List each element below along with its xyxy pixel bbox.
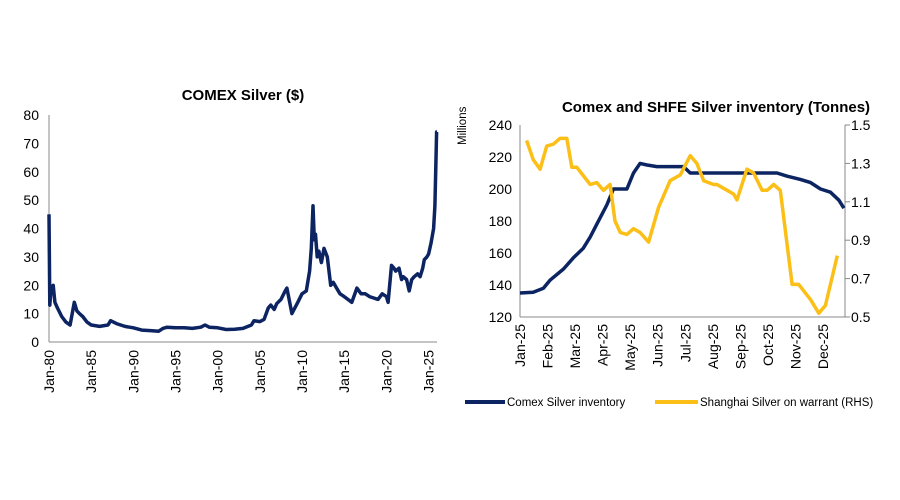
right-y-tick-label: 1.5	[851, 117, 871, 133]
shanghai-warrant-line	[524, 136, 840, 315]
x-tick-label: Jan-80	[41, 350, 57, 393]
legend-label-comex: Comex Silver inventory	[507, 397, 625, 409]
right-y-tick-label: 1.1	[851, 194, 871, 210]
right-chart-title: Comex and SHFE Silver inventory (Tonnes)	[562, 99, 870, 116]
x-tick-label: Feb-25	[540, 324, 556, 369]
x-tick-label: Sep-25	[732, 324, 748, 369]
y-tick-label: 20	[23, 277, 39, 293]
left-y-tick-label: 160	[489, 245, 513, 261]
y-tick-label: 10	[23, 306, 39, 322]
x-tick-label: May-25	[622, 324, 638, 371]
left-y-tick-label: 140	[489, 277, 513, 293]
left-y-tick-label: 240	[489, 117, 513, 133]
x-tick-label: Jan-00	[210, 350, 226, 393]
right-chart: 120 140 160 180 200 220 240 0.5 0.7 0.9 1.1 1.3 1.5 J…	[489, 117, 871, 371]
y-tick-label: 40	[23, 221, 39, 237]
silver-price-line	[47, 130, 439, 333]
x-tick-label: Jan-05	[252, 350, 268, 393]
comex-inventory-line	[519, 161, 846, 295]
legend: Comex Silver inventory Shanghai Silver o…	[465, 397, 873, 409]
x-tick-label: Jan-25	[421, 350, 437, 393]
legend-label-shanghai: Shanghai Silver on warrant (RHS)	[700, 397, 873, 409]
x-tick-label: Jan-90	[125, 350, 141, 393]
x-tick-label: Aug-25	[705, 324, 721, 369]
y-tick-label: 30	[23, 249, 39, 265]
left-chart: 0 10 20 30 40 50 60 70 80 Jan-80 Jan-85 Jan-90 Jan-9…	[23, 107, 439, 393]
y-tick-label: 80	[23, 107, 39, 123]
x-tick-label: Nov-25	[787, 324, 803, 369]
x-tick-label: Dec-25	[815, 324, 831, 369]
y-tick-label: 50	[23, 192, 39, 208]
y-tick-label: 0	[31, 334, 39, 350]
right-y-axis-label: Millions	[457, 106, 469, 145]
x-tick-label: Apr-25	[595, 324, 611, 366]
x-tick-label: Jul-25	[677, 324, 693, 362]
right-y-tick-label: 1.3	[851, 155, 871, 171]
x-tick-label: Jan-95	[168, 350, 184, 393]
x-tick-label: Mar-25	[567, 324, 583, 369]
right-y-tick-label: 0.5	[851, 309, 871, 325]
x-tick-label: Oct-25	[760, 324, 776, 366]
y-tick-label: 70	[23, 135, 39, 151]
x-tick-label: Jan-85	[83, 350, 99, 393]
x-tick-label: Jun-25	[650, 324, 666, 367]
x-tick-label: Jan-25	[512, 324, 528, 367]
x-tick-label: Jan-20	[378, 350, 394, 393]
y-tick-label: 60	[23, 164, 39, 180]
left-y-tick-label: 200	[489, 181, 513, 197]
left-y-tick-label: 180	[489, 213, 513, 229]
right-y-tick-label: 0.7	[851, 271, 871, 287]
left-y-tick-label: 120	[489, 309, 513, 325]
left-chart-title: COMEX Silver ($)	[182, 87, 305, 104]
right-y-tick-label: 0.9	[851, 232, 871, 248]
left-y-tick-label: 220	[489, 149, 513, 165]
x-tick-label: Jan-10	[294, 350, 310, 393]
x-tick-label: Jan-15	[336, 350, 352, 393]
